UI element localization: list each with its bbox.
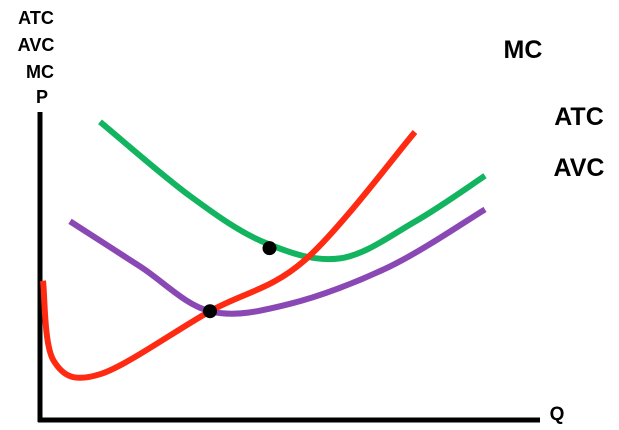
mc-atc-intersection-point bbox=[262, 241, 277, 256]
y-axis-label-atc: ATC bbox=[18, 8, 54, 28]
mc-avc-intersection-point bbox=[203, 304, 217, 319]
mc-curve-label: MC bbox=[504, 36, 543, 64]
y-axis-label-p: P bbox=[36, 87, 48, 107]
intersection-points bbox=[203, 241, 277, 319]
curves bbox=[40, 119, 487, 381]
mc-curve bbox=[40, 130, 418, 381]
axes bbox=[37, 112, 540, 423]
y-axis-label-avc: AVC bbox=[18, 35, 55, 55]
y-axis-label: ATC AVC MC P bbox=[18, 8, 55, 107]
avc-curve-label: AVC bbox=[554, 154, 605, 182]
atc-curve-label: ATC bbox=[554, 103, 604, 131]
avc-curve bbox=[68, 206, 487, 317]
y-axis-label-mc: MC bbox=[26, 62, 54, 82]
curve-labels: MC ATC AVC bbox=[504, 36, 605, 182]
x-axis-label: Q bbox=[550, 404, 565, 425]
atc-curve bbox=[98, 119, 487, 263]
